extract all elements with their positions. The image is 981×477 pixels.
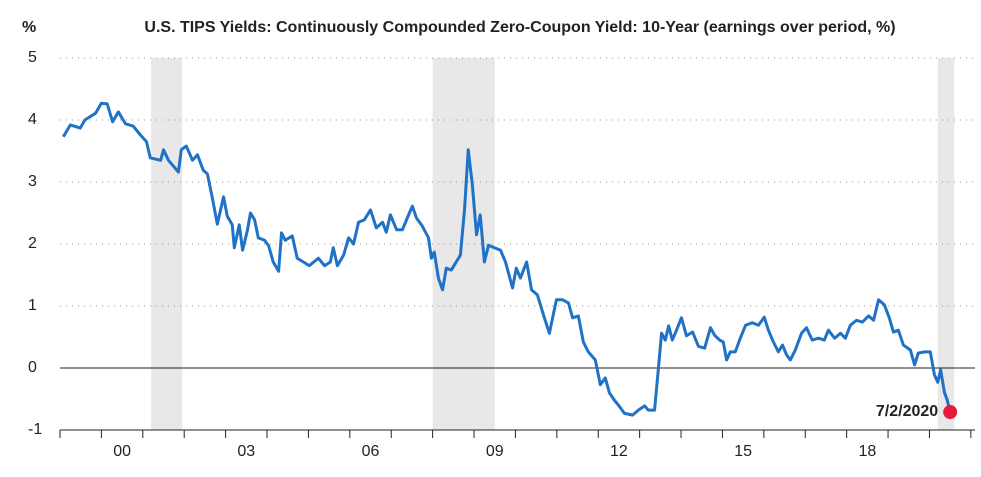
x-tick-label: 12: [610, 443, 628, 460]
yield-line: [62, 101, 952, 417]
x-tick-label: 09: [486, 443, 504, 460]
x-tick-label: 15: [734, 443, 752, 460]
end-point: [943, 405, 958, 420]
y-tick-label: -1: [28, 421, 42, 438]
x-tick-label: 06: [362, 443, 380, 460]
y-tick-label: 1: [28, 297, 37, 314]
x-tick-label: 00: [113, 443, 131, 460]
y-tick-label: 4: [28, 111, 37, 128]
y-tick-label: 3: [28, 173, 37, 190]
y-unit: %: [22, 19, 36, 36]
recession-band: [937, 58, 955, 430]
x-tick-label: 18: [858, 443, 876, 460]
recession-band: [432, 58, 495, 430]
y-tick-label: 0: [28, 359, 37, 376]
x-tick-label: 03: [237, 443, 255, 460]
y-tick-label: 5: [28, 49, 37, 66]
recession-band: [151, 58, 183, 430]
y-tick-label: 2: [28, 235, 37, 252]
end-label: 7/2/2020: [876, 403, 938, 420]
chart-title: U.S. TIPS Yields: Continuously Compounde…: [144, 19, 895, 36]
